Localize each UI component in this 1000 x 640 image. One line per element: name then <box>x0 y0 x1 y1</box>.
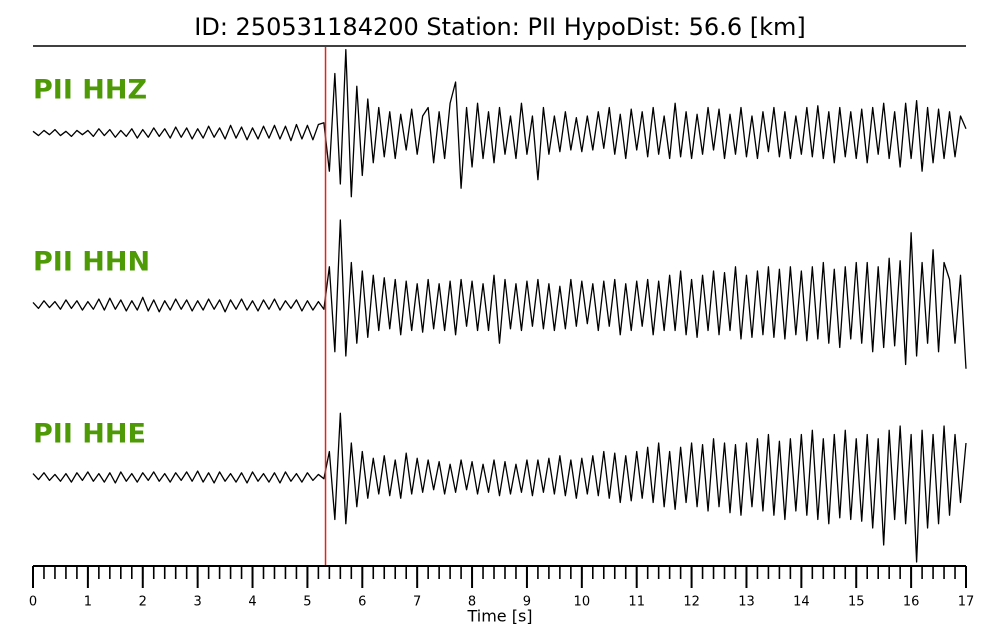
x-tick-label: 12 <box>683 595 700 610</box>
title: ID: 250531184200 Station: PII HypoDist: … <box>194 13 805 41</box>
channel-label: PII HHN <box>33 247 150 278</box>
x-tick-label: 4 <box>248 595 256 610</box>
x-tick-label: 2 <box>139 595 147 610</box>
x-tick-label: 9 <box>523 595 531 610</box>
x-tick-label: 1 <box>84 595 92 610</box>
x-tick-label: 16 <box>903 595 920 610</box>
channel-label: PII HHZ <box>33 75 147 106</box>
x-tick-label: 11 <box>628 595 645 610</box>
x-tick-label: 14 <box>793 595 810 610</box>
x-tick-label: 3 <box>194 595 202 610</box>
x-tick-label: 17 <box>958 595 975 610</box>
x-tick-label: 15 <box>848 595 865 610</box>
trace <box>32 219 967 369</box>
x-tick-label: 7 <box>413 595 421 610</box>
x-tick-label: 13 <box>738 595 755 610</box>
trace <box>32 412 967 563</box>
x-axis-label: Time [s] <box>466 607 532 626</box>
trace <box>32 49 967 198</box>
x-tick-label: 10 <box>574 595 591 610</box>
channel-label: PII HHE <box>33 419 146 450</box>
x-tick-label: 6 <box>358 595 366 610</box>
x-tick-label: 5 <box>303 595 311 610</box>
x-tick-label: 0 <box>29 595 37 610</box>
x-tick-label: 8 <box>468 595 476 610</box>
